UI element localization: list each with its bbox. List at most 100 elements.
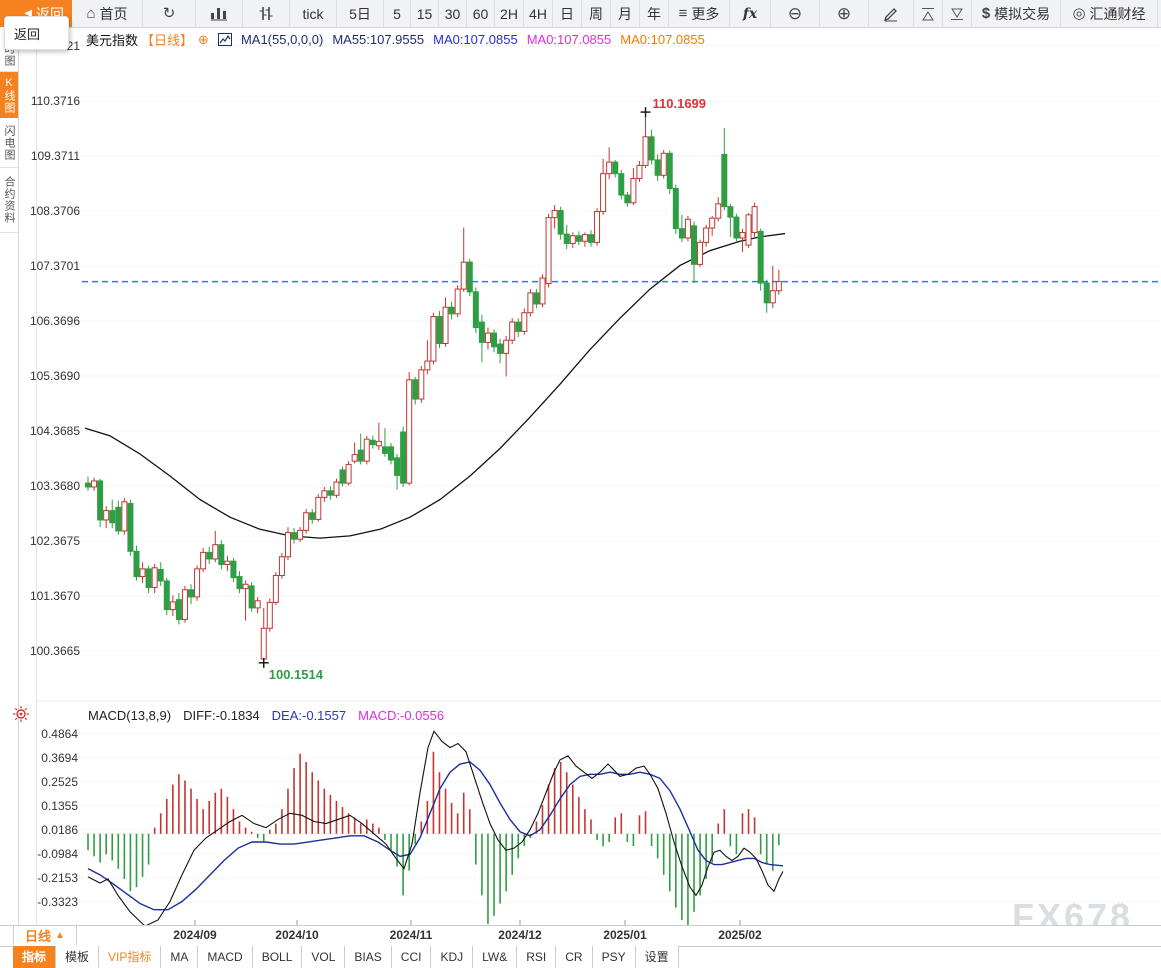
toolbar-item-label: 2H <box>500 5 518 22</box>
sidebar-tab-lightning-chart[interactable]: 闪电图 <box>0 118 18 168</box>
x-axis-date-label: 2024/09 <box>173 928 217 942</box>
toolbar-item-period-30m[interactable]: 30 <box>439 0 467 27</box>
price-y-tick: 108.3706 <box>30 204 80 218</box>
macd-y-tick: 0.4864 <box>41 727 78 741</box>
ma55-value: MA55:107.9555 <box>332 32 425 47</box>
macd-y-tick: 0.1355 <box>41 799 78 813</box>
toolbar-item-draw-bottom-line[interactable] <box>943 0 972 27</box>
toolbar-item-label: 日 <box>560 5 574 22</box>
macd-value: MACD:-0.0556 <box>358 708 445 723</box>
indicator-tab-设置[interactable]: 设置 <box>635 946 679 968</box>
toolbar-item-home[interactable]: ⌂ 首页 <box>72 0 143 27</box>
toolbar-item-label: 年 <box>647 5 661 22</box>
toolbar-item-label: 5日 <box>349 5 371 22</box>
toolbar-item-tick[interactable]: tick <box>290 0 337 27</box>
macd-header: MACD(13,8,9) DIFF:-0.1834 DEA:-0.1557 MA… <box>88 708 444 723</box>
toolbar-item-period-month[interactable]: 月 <box>611 0 640 27</box>
indicator-tab-BOLL[interactable]: BOLL <box>252 946 303 968</box>
indicator-tab-RSI[interactable]: RSI <box>517 946 557 968</box>
price-y-tick: 110.3716 <box>31 94 80 108</box>
toolbar-item-period-day[interactable]: 日 <box>553 0 582 27</box>
back-tooltip-label: 返回 <box>14 26 41 42</box>
ma0-value-blue: MA0:107.0855 <box>433 32 518 47</box>
macd-diff-value: DIFF:-0.1834 <box>183 708 260 723</box>
indicator-tab-MACD[interactable]: MACD <box>198 946 253 968</box>
toolbar-item-label: 60 <box>472 5 489 22</box>
symbol-name: 美元指数 <box>86 33 139 48</box>
indicator-tab-BIAS[interactable]: BIAS <box>345 946 392 968</box>
back-arrow-icon: ◀ <box>24 8 32 19</box>
toolbar-item-candlestick-chart[interactable] <box>196 0 243 27</box>
toolbar-item-indicator-fx[interactable]: fx <box>730 0 771 27</box>
chart-thumbnail-icon[interactable] <box>217 33 232 46</box>
toolbar-item-sim-trading[interactable]: $ 模拟交易 <box>972 0 1061 27</box>
draw-pencil-icon <box>883 6 899 22</box>
back-tooltip: 返回 <box>4 16 69 50</box>
toolbar-item-label: 模拟交易 <box>994 5 1051 22</box>
toolbar-item-label: 首页 <box>99 5 128 22</box>
toolbar-item-label: tick <box>302 5 324 22</box>
toolbar-item-refresh[interactable]: ↻ <box>143 0 196 27</box>
toolbar-item-zoom-out[interactable]: ⊖ <box>771 0 820 27</box>
zoom-out-icon: ⊖ <box>787 4 803 23</box>
period-badge: 【日线】 <box>141 33 194 48</box>
indicator-tab-VOL[interactable]: VOL <box>302 946 346 968</box>
x-axis-date-label: 2025/01 <box>603 928 647 942</box>
indicator-tab-KDJ[interactable]: KDJ <box>431 946 474 968</box>
toolbar-item-label: 30 <box>444 5 461 22</box>
indicator-tab-VIP指标[interactable]: VIP指标 <box>99 946 162 968</box>
indicator-settings-sun-icon[interactable] <box>12 705 30 723</box>
dollar-icon: $ <box>981 5 991 22</box>
indicator-tab-MA[interactable]: MA <box>161 946 199 968</box>
ma0-value-magenta: MA0:107.0855 <box>526 32 612 47</box>
toolbar-item-label: 15 <box>416 5 433 22</box>
indicator-tab-CR[interactable]: CR <box>556 946 593 968</box>
menu-icon: ≡ <box>678 5 688 22</box>
toolbar-item-period-5m[interactable]: 5 <box>384 0 411 27</box>
toolbar-item-zoom-in[interactable]: ⊕ <box>820 0 869 27</box>
x-axis-date-label: 2025/02 <box>718 928 762 942</box>
toolbar-item-draw-top-line[interactable] <box>914 0 943 27</box>
circle-plus-icon[interactable]: ⊕ <box>198 31 209 47</box>
zoom-in-icon: ⊕ <box>836 4 852 23</box>
price-y-tick: 109.3711 <box>31 149 80 163</box>
indicator-tab-LW&[interactable]: LW& <box>473 946 518 968</box>
ma-setting: MA1(55,0,0,0) <box>240 32 324 47</box>
x-axis-date-label: 2024/10 <box>275 928 319 942</box>
toolbar-item-period-year[interactable]: 年 <box>640 0 669 27</box>
sidebar-tab-contract-info[interactable]: 合约资料 <box>0 168 18 233</box>
macd-y-tick: 0.3694 <box>41 751 78 765</box>
candlestick-chart-icon <box>210 6 228 21</box>
macd-y-tick: 0.2525 <box>41 775 78 789</box>
price-y-tick: 100.3665 <box>30 644 80 658</box>
huitong-logo-icon: ◎ <box>1072 5 1086 22</box>
toolbar-item-huitong-finance[interactable]: ◎ 汇通财经 <box>1061 0 1158 27</box>
indicator-tab-模板[interactable]: 模板 <box>56 946 100 968</box>
chart-type-sidebar: 分时图K线图闪电图合约资料 <box>0 27 19 955</box>
toolbar-item-label: fx <box>742 5 758 22</box>
toolbar-item-period-4h[interactable]: 4H <box>524 0 553 27</box>
toolbar-item-period-week[interactable]: 周 <box>582 0 611 27</box>
toolbar-item-period-5d[interactable]: 5日 <box>337 0 384 27</box>
toolbar-item-label: 汇通财经 <box>1089 5 1146 22</box>
indicator-tab-PSY[interactable]: PSY <box>592 946 636 968</box>
indicator-tab-CCI[interactable]: CCI <box>391 946 432 968</box>
price-y-tick: 103.3680 <box>30 479 80 493</box>
macd-y-tick: 0.0186 <box>41 823 78 837</box>
toolbar-item-volume-bars[interactable] <box>243 0 290 27</box>
macd-formula: MACD(13,8,9) <box>88 708 172 723</box>
indicator-tab-指标[interactable]: 指标 <box>13 946 57 968</box>
toolbar-item-period-60m[interactable]: 60 <box>467 0 495 27</box>
toolbar-item-period-15m[interactable]: 15 <box>411 0 439 27</box>
price-y-tick: 101.3670 <box>30 589 80 603</box>
x-axis-date-label: 2024/12 <box>498 928 542 942</box>
toolbar-item-period-2h[interactable]: 2H <box>495 0 524 27</box>
period-selector[interactable]: 日线 ▲ <box>13 926 77 945</box>
macd-y-tick: -0.2153 <box>37 871 78 885</box>
toolbar-item-draw[interactable] <box>869 0 914 27</box>
toolbar-item-label: 5 <box>393 5 401 22</box>
toolbar-item-label: 月 <box>618 5 632 22</box>
toolbar-item-more[interactable]: ≡ 更多 <box>669 0 730 27</box>
sidebar-tab-kline-chart[interactable]: K线图 <box>0 72 18 118</box>
